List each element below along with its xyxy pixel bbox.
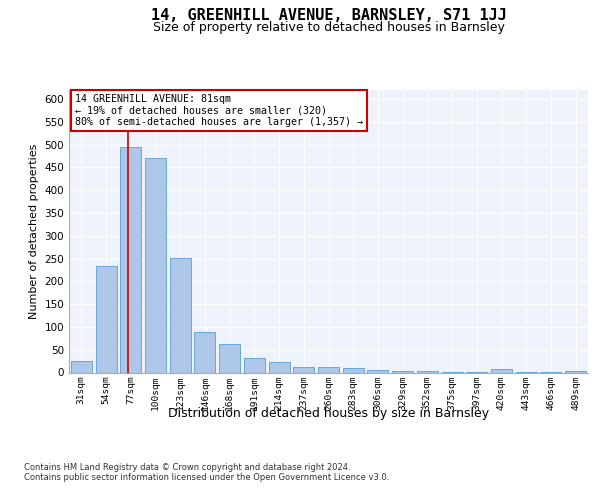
Bar: [269, 362, 290, 372]
Bar: [367, 370, 388, 372]
Bar: [95, 266, 116, 372]
Bar: [318, 368, 339, 372]
Bar: [219, 344, 240, 372]
Bar: [145, 158, 166, 372]
Bar: [244, 358, 265, 372]
Bar: [170, 258, 191, 372]
Bar: [491, 370, 512, 372]
Bar: [194, 332, 215, 372]
Text: Size of property relative to detached houses in Barnsley: Size of property relative to detached ho…: [153, 21, 505, 34]
Text: Distribution of detached houses by size in Barnsley: Distribution of detached houses by size …: [168, 408, 490, 420]
Bar: [417, 371, 438, 372]
Text: 14, GREENHILL AVENUE, BARNSLEY, S71 1JJ: 14, GREENHILL AVENUE, BARNSLEY, S71 1JJ: [151, 8, 507, 22]
Bar: [392, 370, 413, 372]
Bar: [120, 147, 141, 372]
Bar: [293, 367, 314, 372]
Y-axis label: Number of detached properties: Number of detached properties: [29, 144, 39, 319]
Text: 14 GREENHILL AVENUE: 81sqm
← 19% of detached houses are smaller (320)
80% of sem: 14 GREENHILL AVENUE: 81sqm ← 19% of deta…: [75, 94, 363, 128]
Text: Contains HM Land Registry data © Crown copyright and database right 2024.
Contai: Contains HM Land Registry data © Crown c…: [24, 462, 389, 482]
Bar: [565, 370, 586, 372]
Bar: [71, 361, 92, 372]
Bar: [343, 368, 364, 372]
